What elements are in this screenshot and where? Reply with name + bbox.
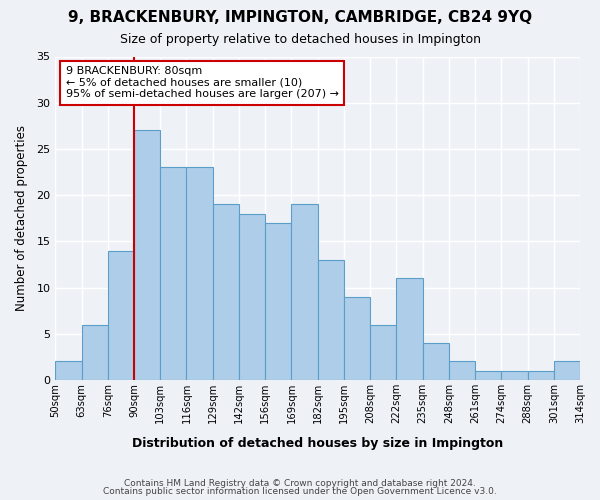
Text: 9, BRACKENBURY, IMPINGTON, CAMBRIDGE, CB24 9YQ: 9, BRACKENBURY, IMPINGTON, CAMBRIDGE, CB… <box>68 10 532 25</box>
Bar <box>475 370 501 380</box>
Bar <box>344 297 370 380</box>
Bar <box>108 250 134 380</box>
Text: Size of property relative to detached houses in Impington: Size of property relative to detached ho… <box>119 32 481 46</box>
Bar <box>213 204 239 380</box>
Bar <box>292 204 317 380</box>
Bar <box>397 278 422 380</box>
Bar <box>422 343 449 380</box>
Bar <box>317 260 344 380</box>
Text: 9 BRACKENBURY: 80sqm
← 5% of detached houses are smaller (10)
95% of semi-detach: 9 BRACKENBURY: 80sqm ← 5% of detached ho… <box>66 66 339 100</box>
Bar <box>55 362 82 380</box>
Bar <box>187 168 213 380</box>
Bar <box>554 362 580 380</box>
Bar <box>501 370 527 380</box>
Bar <box>239 214 265 380</box>
Text: Contains public sector information licensed under the Open Government Licence v3: Contains public sector information licen… <box>103 487 497 496</box>
Bar <box>82 324 108 380</box>
Bar <box>370 324 397 380</box>
X-axis label: Distribution of detached houses by size in Impington: Distribution of detached houses by size … <box>132 437 503 450</box>
Text: Contains HM Land Registry data © Crown copyright and database right 2024.: Contains HM Land Registry data © Crown c… <box>124 478 476 488</box>
Bar <box>160 168 187 380</box>
Bar <box>527 370 554 380</box>
Bar <box>265 223 292 380</box>
Bar <box>134 130 160 380</box>
Bar <box>449 362 475 380</box>
Y-axis label: Number of detached properties: Number of detached properties <box>15 125 28 311</box>
